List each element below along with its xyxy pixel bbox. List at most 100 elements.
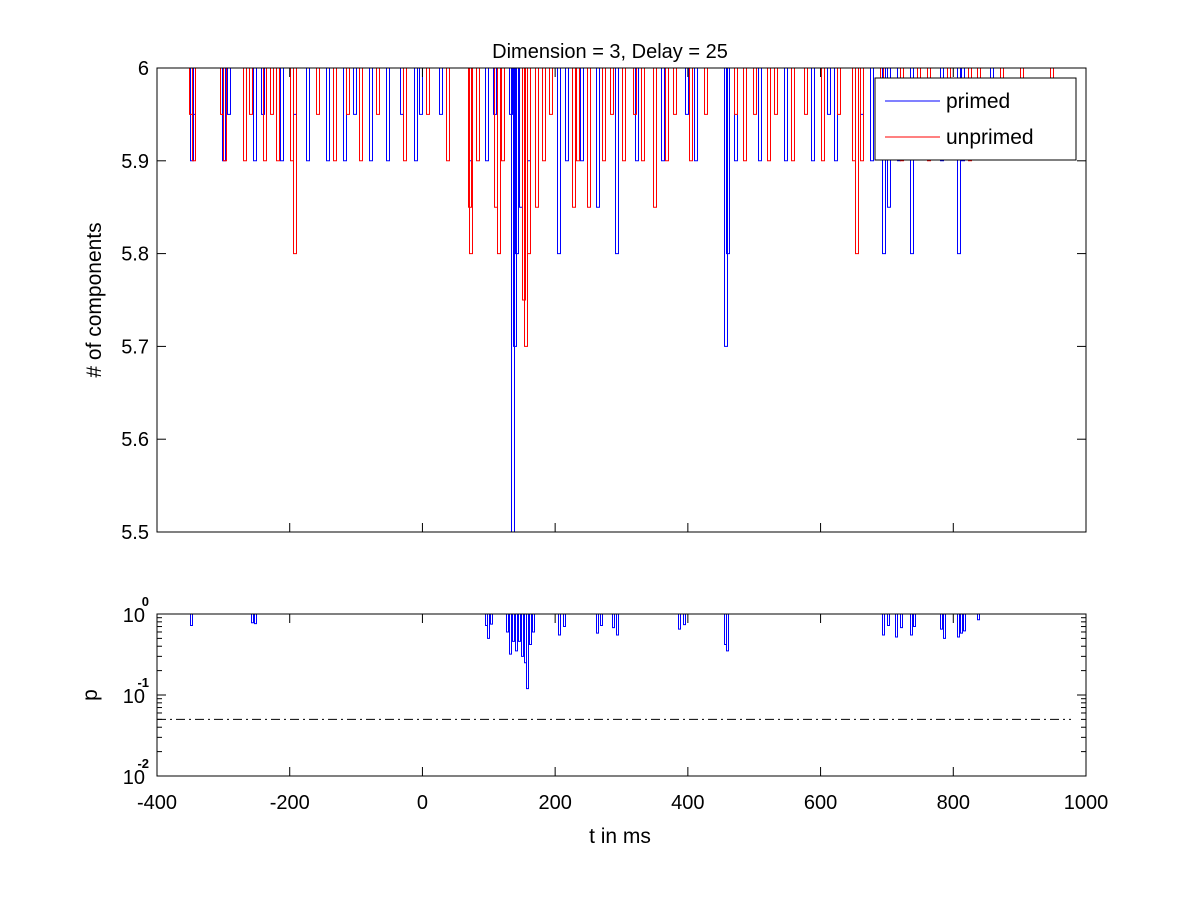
p-value-dip xyxy=(900,614,903,629)
p-value-dip xyxy=(940,614,943,630)
unprimed-dip xyxy=(653,68,657,208)
p-value-dip xyxy=(726,614,729,652)
p-value-y-axis-label: p xyxy=(79,689,102,701)
unprimed-dip xyxy=(501,68,505,162)
primed-dip xyxy=(596,68,600,208)
p-value-dip xyxy=(678,614,681,630)
unprimed-dip xyxy=(469,68,473,255)
components-plot: 5.5 5.6 5.7 5.8 5.9 6 Dimension = 3, Delay = … xyxy=(83,41,1087,544)
components-y-axis-label: # of components xyxy=(83,222,106,377)
primed-dip xyxy=(870,68,874,162)
unprimed-dip xyxy=(263,68,267,162)
legend-box xyxy=(874,77,1077,161)
unprimed-dip xyxy=(855,68,859,255)
p-value-dip xyxy=(515,614,518,652)
primed-dip xyxy=(784,68,788,162)
p-value-dip xyxy=(251,614,254,624)
legend-primed-label: primed xyxy=(946,90,1010,113)
primed-dip xyxy=(882,68,886,255)
unprimed-dip xyxy=(689,68,693,162)
primed-dip xyxy=(685,68,689,115)
p-value-dip xyxy=(487,614,490,639)
p-value-dip xyxy=(596,614,599,634)
p-value-plot-frame xyxy=(156,613,1087,777)
p-value-y-tick-label: 10 xyxy=(123,605,145,627)
primed-dip xyxy=(615,68,619,255)
p-value-plot-background xyxy=(157,614,1086,776)
primed-dip xyxy=(811,68,815,162)
p-value-dip xyxy=(532,614,535,633)
primed-dip xyxy=(515,68,519,255)
unprimed-dip xyxy=(249,68,253,115)
p-value-dip xyxy=(521,614,524,657)
primed-dip xyxy=(227,68,231,115)
primed-dip xyxy=(306,68,310,162)
primed-dip xyxy=(726,68,730,255)
time-x-tick-label: 400 xyxy=(671,792,704,814)
unprimed-dip xyxy=(293,68,297,255)
p-value-y-tick-exponent: -1 xyxy=(137,675,149,690)
unprimed-dip xyxy=(734,68,738,115)
primed-dip xyxy=(661,68,665,162)
primed-dip xyxy=(439,68,443,115)
primed-dip xyxy=(513,68,517,347)
unprimed-dip xyxy=(376,68,380,115)
p-value-dip xyxy=(518,614,521,642)
p-value-dip xyxy=(506,614,509,633)
components-plot-title: Dimension = 3, Delay = 25 xyxy=(492,41,728,63)
time-x-axis-label: t in ms xyxy=(589,825,651,848)
unprimed-dip xyxy=(359,68,363,162)
components-y-tick-label: 5.7 xyxy=(121,336,149,358)
unprimed-dip xyxy=(192,68,196,162)
p-value-dip xyxy=(509,614,512,655)
p-value-y-tick-base: 10 xyxy=(123,605,145,627)
p-value-y-tick-label: 10 xyxy=(123,686,145,708)
time-x-tick-label: 600 xyxy=(804,792,837,814)
p-value-dip xyxy=(882,614,885,636)
unprimed-dip xyxy=(673,68,677,115)
time-x-tick-label: -400 xyxy=(137,792,177,814)
components-y-tick-label: 5.9 xyxy=(121,151,149,173)
p-value-dip xyxy=(526,614,529,690)
p-value-dip xyxy=(254,614,257,625)
p-value-series xyxy=(190,614,980,690)
primed-dip xyxy=(253,68,257,162)
unprimed-dip xyxy=(821,68,825,162)
legend: primed unprimed xyxy=(874,77,1077,161)
unprimed-dip xyxy=(276,68,280,162)
unprimed-dip xyxy=(576,68,580,162)
unprimed-dip xyxy=(223,68,227,162)
primed-dip xyxy=(724,68,728,347)
components-y-tick-label: 5.6 xyxy=(121,429,149,451)
primed-dip xyxy=(557,68,561,255)
components-plot-frame xyxy=(156,67,1087,533)
unprimed-dip xyxy=(346,68,350,115)
p-value-dip xyxy=(963,614,966,632)
components-y-tick-label: 5.5 xyxy=(121,522,149,544)
primed-dip xyxy=(565,68,569,162)
unprimed-dip xyxy=(860,68,864,162)
p-value-dip xyxy=(529,614,532,646)
components-y-tick-label: 5.8 xyxy=(121,244,149,266)
time-x-tick-label: 200 xyxy=(538,792,571,814)
p-value-y-tick-label: 10 xyxy=(123,767,145,789)
p-value-dip xyxy=(977,614,980,621)
unprimed-dip xyxy=(572,68,576,208)
unprimed-dip xyxy=(622,68,626,162)
unprimed-dip xyxy=(403,68,407,162)
primed-dip xyxy=(758,68,762,162)
primed-dip xyxy=(369,68,373,162)
p-value-y-tick-base: 10 xyxy=(123,767,145,789)
p-value-dip xyxy=(612,614,615,629)
unprimed-dip xyxy=(446,68,450,162)
unprimed-dip xyxy=(665,68,669,162)
unprimed-dip xyxy=(602,68,606,162)
legend-unprimed-label: unprimed xyxy=(946,126,1034,149)
unprimed-dip xyxy=(791,68,795,162)
unprimed-dip xyxy=(426,68,430,115)
unprimed-dip xyxy=(641,68,645,162)
primed-dip xyxy=(353,68,357,115)
